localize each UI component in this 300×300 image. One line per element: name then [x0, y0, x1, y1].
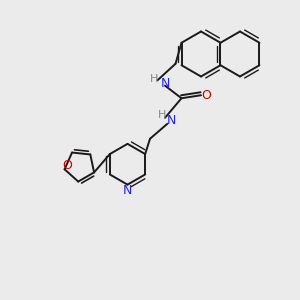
Text: O: O	[202, 89, 212, 102]
Text: N: N	[123, 184, 132, 196]
Text: H: H	[158, 110, 166, 120]
Text: N: N	[160, 77, 170, 90]
Text: N: N	[167, 114, 176, 127]
Text: O: O	[62, 159, 72, 172]
Text: H: H	[150, 74, 159, 84]
